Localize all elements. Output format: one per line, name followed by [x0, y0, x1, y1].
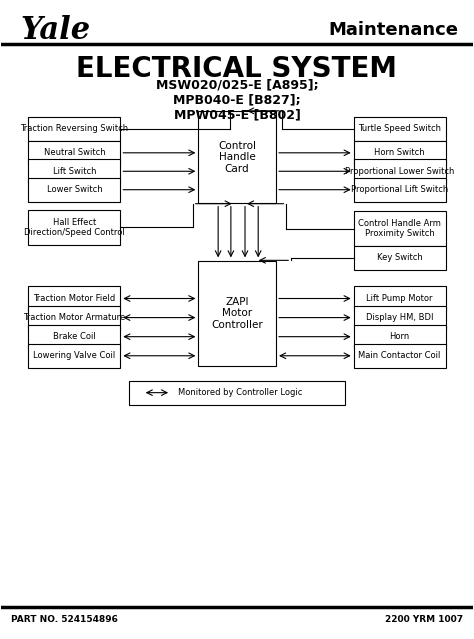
FancyBboxPatch shape	[28, 178, 120, 202]
FancyBboxPatch shape	[128, 381, 346, 404]
FancyBboxPatch shape	[354, 325, 446, 349]
FancyBboxPatch shape	[354, 344, 446, 368]
Text: Lift Pump Motor: Lift Pump Motor	[366, 294, 433, 303]
FancyBboxPatch shape	[28, 286, 120, 311]
Text: 2200 YRM 1007: 2200 YRM 1007	[385, 615, 463, 624]
FancyBboxPatch shape	[198, 111, 276, 203]
FancyBboxPatch shape	[28, 325, 120, 349]
Text: Turtle Speed Switch: Turtle Speed Switch	[358, 124, 441, 133]
Text: Traction Reversing Switch: Traction Reversing Switch	[20, 124, 128, 133]
Text: Lower Switch: Lower Switch	[46, 185, 102, 194]
Text: Horn Switch: Horn Switch	[374, 148, 425, 157]
Text: Key Switch: Key Switch	[377, 253, 422, 262]
FancyBboxPatch shape	[28, 141, 120, 165]
FancyBboxPatch shape	[354, 178, 446, 202]
Text: Main Contactor Coil: Main Contactor Coil	[358, 351, 441, 360]
Text: Monitored by Controller Logic: Monitored by Controller Logic	[178, 388, 302, 397]
FancyBboxPatch shape	[354, 141, 446, 165]
Text: Neutral Switch: Neutral Switch	[44, 148, 105, 157]
FancyBboxPatch shape	[28, 305, 120, 330]
Text: ZAPI
Motor
Controller: ZAPI Motor Controller	[211, 296, 263, 330]
FancyBboxPatch shape	[354, 246, 446, 270]
Text: Maintenance: Maintenance	[328, 21, 458, 39]
Text: Horn: Horn	[390, 332, 410, 341]
FancyBboxPatch shape	[354, 116, 446, 141]
Text: PART NO. 524154896: PART NO. 524154896	[11, 615, 118, 624]
Text: Display HM, BDI: Display HM, BDI	[366, 313, 433, 322]
Text: Traction Motor Field: Traction Motor Field	[33, 294, 116, 303]
Text: Brake Coil: Brake Coil	[53, 332, 96, 341]
Text: Proportional Lower Switch: Proportional Lower Switch	[345, 167, 454, 176]
Text: MSW020/025-E [A895];
MPB040-E [B827];
MPW045-E [B802]: MSW020/025-E [A895]; MPB040-E [B827]; MP…	[155, 79, 319, 121]
FancyBboxPatch shape	[28, 344, 120, 368]
Text: Lift Switch: Lift Switch	[53, 167, 96, 176]
FancyBboxPatch shape	[354, 211, 446, 246]
Text: Control Handle Arm
Proximity Switch: Control Handle Arm Proximity Switch	[358, 219, 441, 238]
FancyBboxPatch shape	[198, 261, 276, 366]
Text: Yale: Yale	[20, 15, 91, 45]
Text: Hall Effect
Direction/Speed Control: Hall Effect Direction/Speed Control	[24, 217, 125, 237]
Text: Traction Motor Armature: Traction Motor Armature	[23, 313, 126, 322]
Text: Lowering Valve Coil: Lowering Valve Coil	[33, 351, 116, 360]
FancyBboxPatch shape	[354, 286, 446, 311]
FancyBboxPatch shape	[354, 159, 446, 183]
FancyBboxPatch shape	[28, 116, 120, 141]
FancyBboxPatch shape	[28, 210, 120, 245]
Text: Control
Handle
Card: Control Handle Card	[218, 141, 256, 174]
FancyBboxPatch shape	[28, 159, 120, 183]
Text: Proportional Lift Switch: Proportional Lift Switch	[351, 185, 448, 194]
Text: ELECTRICAL SYSTEM: ELECTRICAL SYSTEM	[76, 56, 398, 84]
FancyBboxPatch shape	[354, 305, 446, 330]
